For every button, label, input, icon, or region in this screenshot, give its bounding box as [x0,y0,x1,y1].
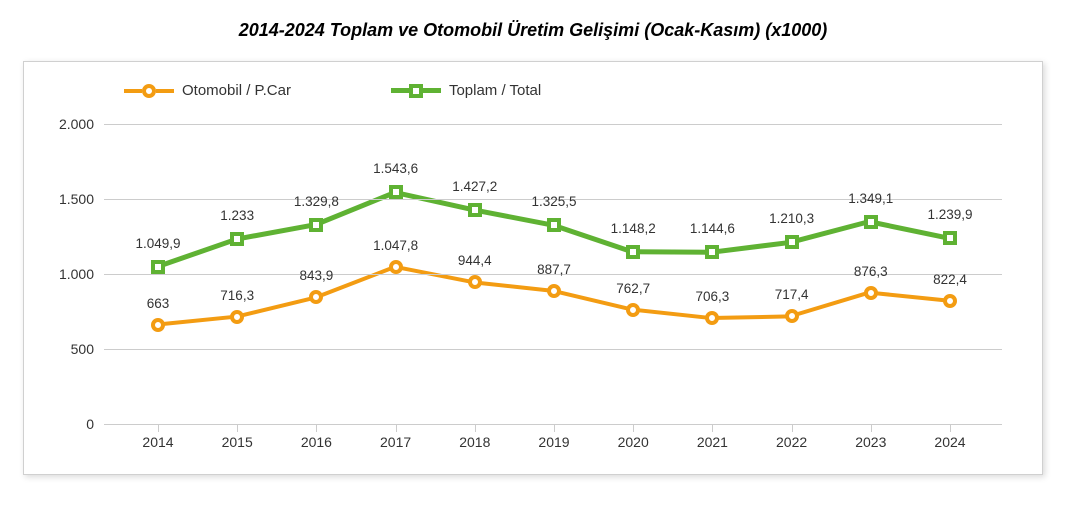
marker-total [151,260,165,274]
marker-pcar [705,311,719,325]
marker-pcar [785,309,799,323]
data-label-total: 1.349,1 [848,191,893,206]
data-label-pcar: 717,4 [775,287,809,302]
data-label-total: 1.325,5 [531,194,576,209]
x-tick-label: 2021 [697,434,728,450]
data-label-total: 1.329,8 [294,194,339,209]
marker-total [943,231,957,245]
data-label-pcar: 944,4 [458,253,492,268]
data-label-pcar: 663 [147,296,170,311]
legend: Otomobil / P.Car Toplam / Total [124,82,1022,99]
y-tick-label: 1.000 [49,266,94,282]
data-label-total: 1.239,9 [927,207,972,222]
x-tick-label: 2017 [380,434,411,450]
data-label-total: 1.233 [220,208,254,223]
marker-total [864,215,878,229]
legend-item-pcar: Otomobil / P.Car [124,82,291,99]
x-tick-label: 2020 [618,434,649,450]
marker-total [785,235,799,249]
chart-container: Otomobil / P.Car Toplam / Total 0 500 1.000… [23,61,1043,475]
gridline [104,349,1002,350]
marker-pcar [468,275,482,289]
x-tick-label: 2016 [301,434,332,450]
marker-total [705,245,719,259]
x-tick [950,424,951,432]
marker-total [626,245,640,259]
marker-pcar [943,294,957,308]
marker-total [468,203,482,217]
marker-total [230,232,244,246]
marker-total [309,218,323,232]
data-label-pcar: 822,4 [933,272,967,287]
marker-pcar [864,286,878,300]
data-label-pcar: 887,7 [537,262,571,277]
legend-item-total: Toplam / Total [391,82,541,99]
marker-pcar [309,290,323,304]
x-tick [158,424,159,432]
y-tick-label: 0 [49,416,94,432]
marker-pcar [230,310,244,324]
plot-area: 05001.0001.5002.000663716,3843,91.047,89… [104,124,1002,424]
data-label-pcar: 1.047,8 [373,238,418,253]
x-tick-label: 2014 [142,434,173,450]
x-tick [316,424,317,432]
x-tick-label: 2023 [855,434,886,450]
gridline [104,124,1002,125]
marker-total [547,218,561,232]
data-label-pcar: 762,7 [616,281,650,296]
x-tick [554,424,555,432]
x-tick-label: 2019 [538,434,569,450]
x-tick [792,424,793,432]
y-tick-label: 1.500 [49,191,94,207]
data-label-pcar: 843,9 [299,268,333,283]
x-tick-label: 2018 [459,434,490,450]
marker-total [389,185,403,199]
data-label-total: 1.144,6 [690,221,735,236]
x-tick [475,424,476,432]
x-tick-label: 2015 [222,434,253,450]
x-tick [396,424,397,432]
legend-marker-pcar [142,84,156,98]
x-axis: 2014 2015 2016 2017 2018 2019 2020 2021 2022 2023… [104,424,1002,464]
x-tick [633,424,634,432]
x-tick [237,424,238,432]
data-label-pcar: 876,3 [854,264,888,279]
data-label-pcar: 716,3 [220,288,254,303]
x-tick [871,424,872,432]
y-tick-label: 500 [49,341,94,357]
x-tick-label: 2022 [776,434,807,450]
marker-pcar [389,260,403,274]
data-label-total: 1.148,2 [611,221,656,236]
legend-label-total: Toplam / Total [449,82,541,99]
marker-pcar [151,318,165,332]
data-label-pcar: 706,3 [695,289,729,304]
data-label-total: 1.543,6 [373,161,418,176]
chart-title: 2014-2024 Toplam ve Otomobil Üretim Geli… [20,20,1046,41]
marker-pcar [547,284,561,298]
data-label-total: 1.427,2 [452,179,497,194]
marker-pcar [626,303,640,317]
data-label-total: 1.049,9 [135,236,180,251]
y-tick-label: 2.000 [49,116,94,132]
x-tick-label: 2024 [934,434,965,450]
legend-label-pcar: Otomobil / P.Car [182,82,291,99]
x-tick [712,424,713,432]
legend-marker-total [409,84,423,98]
data-label-total: 1.210,3 [769,211,814,226]
